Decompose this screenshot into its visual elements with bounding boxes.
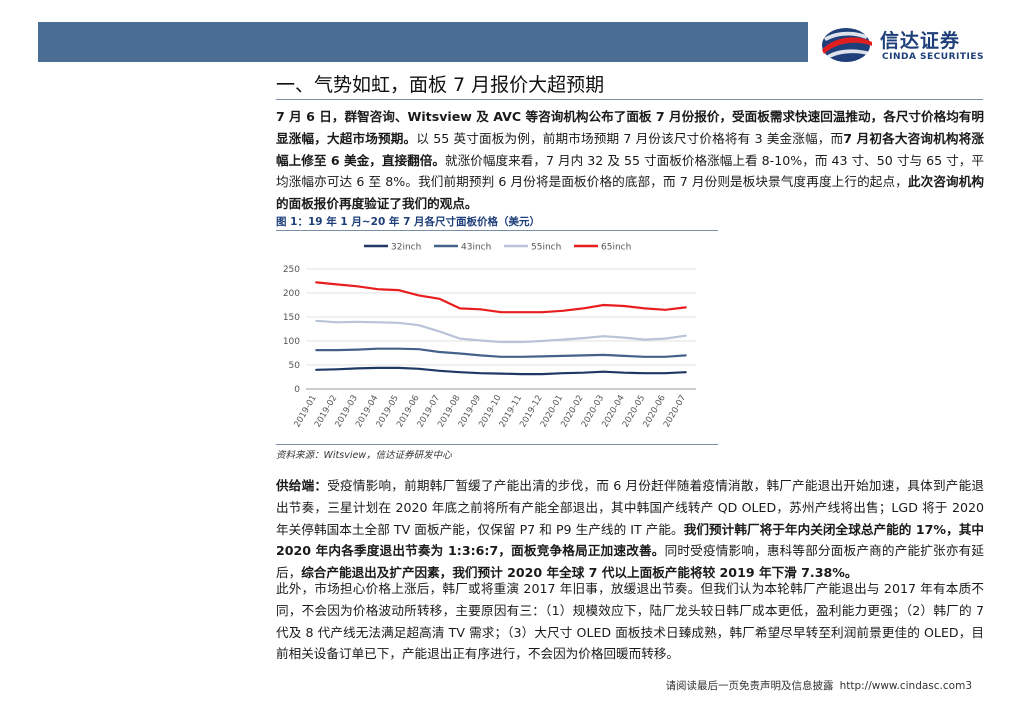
figure-divider — [276, 230, 718, 231]
header-bar — [38, 22, 808, 62]
p1-bold-b: 7 月初各大咨询机构将涨幅上修至 6 美金，直接翻倍。 — [276, 130, 985, 168]
p1-bold-a: 7 月 6 日，群智咨询、Witsview 及 AVC 等咨询机构公布了面板 7… — [276, 109, 984, 146]
legend-label-43inch: 43inch — [461, 243, 491, 253]
paragraph-market-pricing: 7 月 6 日，群智咨询、Witsview 及 AVC 等咨询机构公布了面板 7… — [276, 106, 984, 215]
p2-text-b: 同时受疫情影响，惠科等部分面板产商的产能扩张亦有延后， — [276, 543, 985, 581]
logo-chinese-name: 信达证券 — [880, 30, 961, 52]
panel-price-line-chart: 2502001501005002019-012019-022019-032019… — [283, 243, 696, 429]
legend-label-55inch: 55inch — [531, 243, 561, 253]
company-logo: 信达证券 CINDA SECURITIES — [816, 24, 996, 66]
paragraph-korean-makers: 此外，市场担心价格上涨后，韩厂或将重演 2017 年旧事，放缓退出节奏。但我们认… — [276, 581, 984, 662]
page-footer: 请阅读最后一页免责声明及信息披露 http://www.cindasc.com3 — [666, 678, 972, 693]
y-tick-label: 200 — [283, 289, 300, 299]
p1-bold-c: 此次咨询机构的面板报价再度验证了我们的观点。 — [276, 174, 985, 212]
y-tick-label: 0 — [294, 385, 300, 395]
legend-label-65inch: 65inch — [601, 243, 631, 253]
y-tick-label: 150 — [283, 313, 300, 323]
title-divider — [276, 99, 983, 100]
paragraph-supply-side: 供给端：受疫情影响，前期韩厂暂缓了产能出清的步伐，而 6 月份赶伴随着疫情消散，… — [276, 475, 984, 584]
source-divider — [276, 444, 718, 445]
figure-source: 资料来源：Witsview，信达证券研发中心 — [276, 450, 452, 461]
section-title: 一、气势如虹，面板 7 月报价大超预期 — [276, 74, 605, 96]
p1-text-a: 以 55 英寸面板为例，前期市场预期 7 月份该尺寸价格将有 3 美金涨幅，而 — [416, 130, 844, 146]
figure-title: 图 1：19 年 1 月~20 年 7 月各尺寸面板价格（美元） — [276, 216, 541, 228]
p2-bold-b: 综合产能退出及扩产因素，我们预计 2020 年全球 7 代以上面板产能将较 20… — [301, 565, 858, 581]
footer-url[interactable]: http://www.cindasc.com3 — [839, 680, 972, 692]
y-tick-label: 100 — [283, 337, 300, 347]
p2-bold-lead: 供给端： — [276, 478, 328, 493]
series-line-65inch — [315, 281, 687, 314]
y-tick-label: 50 — [289, 361, 301, 371]
legend-label-32inch: 32inch — [391, 243, 421, 253]
y-tick-label: 250 — [283, 265, 300, 275]
p1-text-b: 就涨价幅度来看，7 月内 32 及 55 寸面板价格涨幅上看 8-10%，而 4… — [276, 152, 984, 190]
series-line-55inch — [315, 319, 687, 344]
p2-text-a: 受疫情影响，前期韩厂暂缓了产能出清的步伐，而 6 月份赶伴随着疫情消散，韩厂产能… — [276, 478, 984, 537]
series-line-43inch — [315, 347, 687, 358]
logo-globe-icon — [822, 28, 872, 62]
p2-bold-a: 我们预计韩厂将于年内关闭全球总产能的 17%，其中 2020 年内各季度退出节奏… — [276, 521, 984, 559]
series-line-32inch — [315, 366, 687, 376]
footer-disclaimer: 请阅读最后一页免责声明及信息披露 — [665, 680, 834, 692]
logo-english-name: CINDA SECURITIES — [882, 52, 984, 62]
